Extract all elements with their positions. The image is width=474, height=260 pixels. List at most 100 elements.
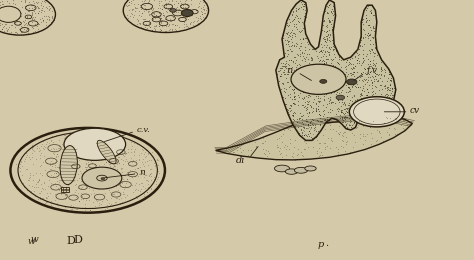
Point xyxy=(342,106,349,110)
Point xyxy=(119,141,127,145)
Point xyxy=(142,27,149,31)
Point xyxy=(118,170,126,174)
Point xyxy=(362,20,370,24)
Point xyxy=(147,171,155,175)
Point xyxy=(325,63,333,68)
Point xyxy=(90,136,97,140)
Point xyxy=(151,16,158,20)
Point xyxy=(338,133,346,137)
Point xyxy=(326,72,334,76)
Point xyxy=(381,103,389,107)
Point xyxy=(311,122,319,127)
Point xyxy=(25,0,33,4)
Point xyxy=(321,121,329,126)
Point xyxy=(319,90,326,94)
Point xyxy=(148,16,156,20)
Point xyxy=(283,61,290,65)
Point xyxy=(108,159,116,164)
Point xyxy=(95,140,103,144)
Point xyxy=(277,61,284,65)
Point xyxy=(79,193,86,198)
Point xyxy=(316,77,324,81)
Point xyxy=(103,158,110,162)
Point xyxy=(165,8,173,12)
Point xyxy=(385,99,393,103)
Point xyxy=(325,3,333,8)
Point xyxy=(200,3,208,7)
Point xyxy=(379,101,387,105)
Point xyxy=(294,7,301,11)
Point xyxy=(303,99,311,103)
Point xyxy=(312,129,320,133)
Point xyxy=(317,84,324,88)
Point xyxy=(380,74,388,79)
Point xyxy=(174,15,182,20)
Point xyxy=(340,100,348,104)
Point xyxy=(24,14,31,18)
Point xyxy=(287,104,294,108)
Point xyxy=(135,13,143,17)
Point xyxy=(196,16,204,20)
Point xyxy=(79,128,86,133)
Point xyxy=(298,0,305,4)
Point xyxy=(252,140,259,144)
Point xyxy=(70,166,78,170)
Point xyxy=(329,85,337,89)
Point xyxy=(44,161,51,165)
Point xyxy=(119,8,127,12)
Point xyxy=(320,98,328,102)
Point xyxy=(308,57,315,62)
Point xyxy=(75,176,82,180)
Point xyxy=(344,82,351,86)
Point xyxy=(61,204,69,208)
Point xyxy=(82,167,90,171)
Point xyxy=(391,132,399,136)
Point xyxy=(316,71,324,75)
Point xyxy=(348,56,356,60)
Point xyxy=(308,122,316,126)
Point xyxy=(318,80,325,84)
Point xyxy=(353,75,361,79)
Point xyxy=(32,29,39,33)
Point xyxy=(285,39,292,43)
Point xyxy=(387,116,394,120)
Point xyxy=(113,181,121,186)
Point xyxy=(82,196,90,200)
Point xyxy=(83,165,91,169)
Point xyxy=(310,118,317,122)
Point xyxy=(313,88,320,92)
Point xyxy=(369,25,377,29)
Point xyxy=(292,22,300,26)
Point xyxy=(111,164,119,168)
Point xyxy=(365,62,372,67)
Point xyxy=(130,158,137,162)
Point xyxy=(14,31,21,35)
Point xyxy=(357,96,365,101)
Point xyxy=(54,192,61,196)
Point xyxy=(113,167,121,171)
Point xyxy=(65,133,73,137)
Point xyxy=(300,97,307,101)
Point xyxy=(168,28,176,32)
Point xyxy=(129,15,137,19)
Point xyxy=(361,89,368,93)
Point xyxy=(370,51,377,55)
Point xyxy=(71,145,78,149)
Point xyxy=(311,91,319,95)
Point xyxy=(55,165,62,170)
Point xyxy=(124,159,131,163)
Point xyxy=(53,176,61,180)
Point xyxy=(359,22,366,26)
Point xyxy=(9,31,16,36)
Point xyxy=(17,14,25,18)
Point xyxy=(301,105,308,109)
Point xyxy=(325,118,332,122)
Point xyxy=(138,181,146,185)
Point xyxy=(312,109,320,113)
Point xyxy=(137,7,145,11)
Point xyxy=(305,125,312,129)
Point xyxy=(275,136,283,140)
Point xyxy=(373,115,380,119)
Point xyxy=(148,8,155,12)
Point xyxy=(349,145,356,149)
